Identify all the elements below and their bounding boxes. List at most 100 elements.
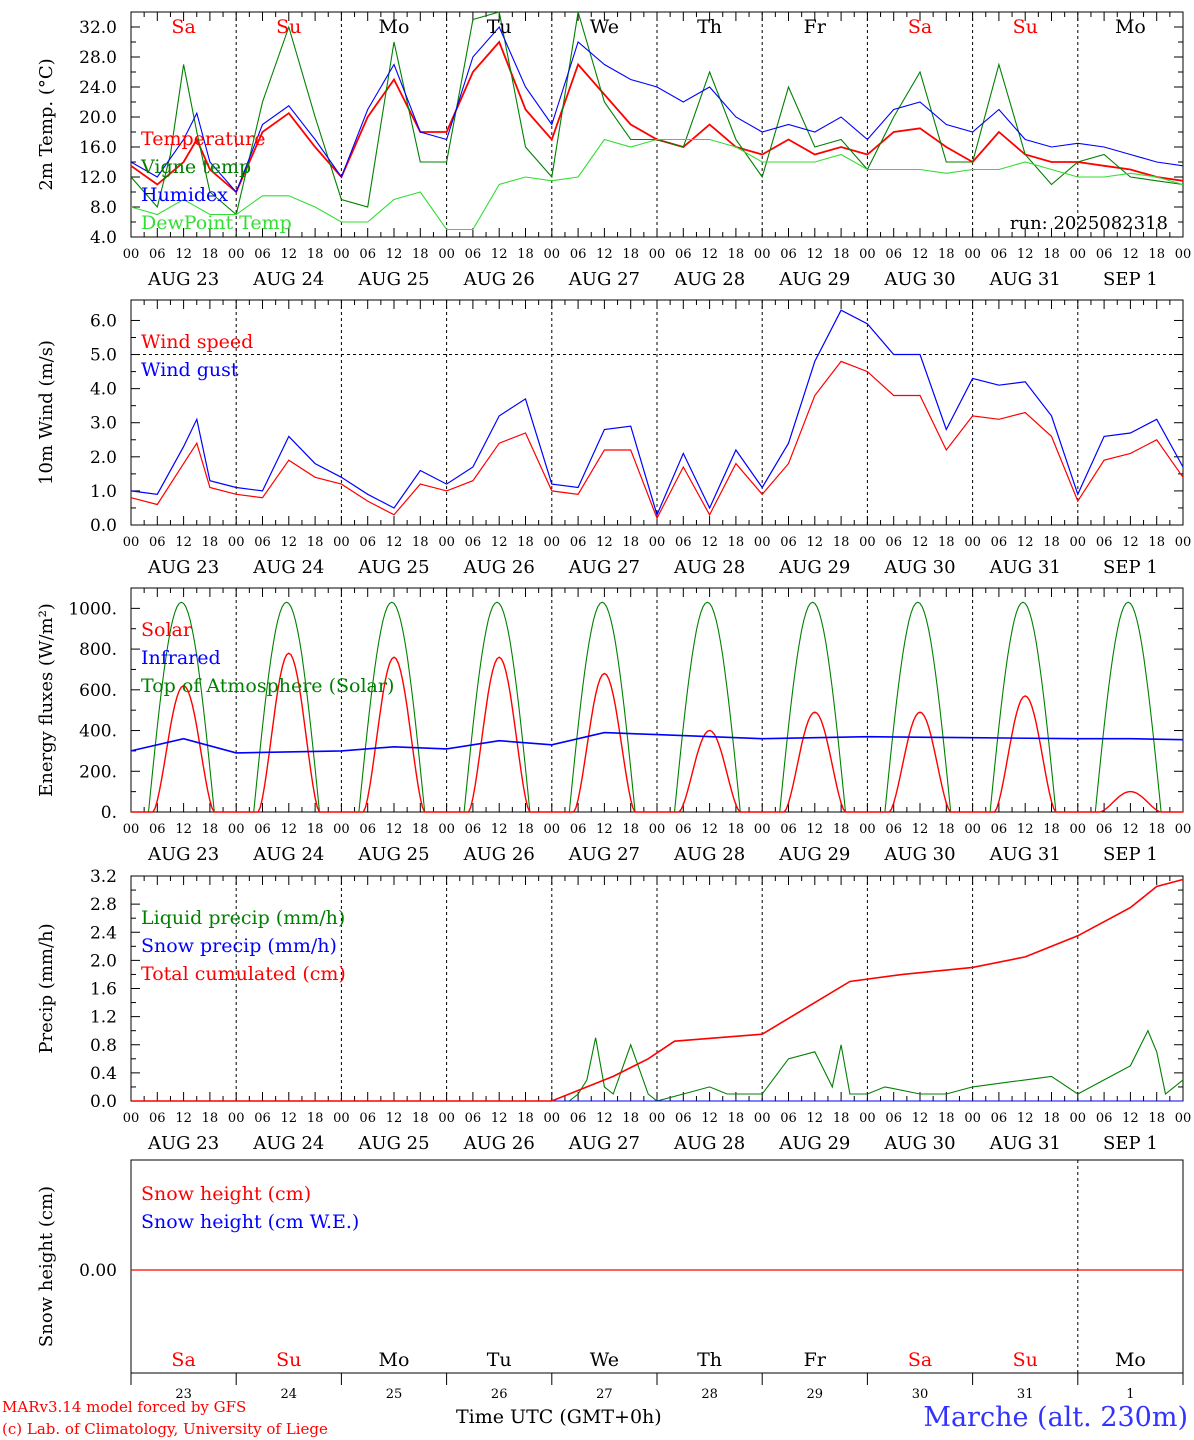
hour-tick-label: 00 <box>1175 247 1192 262</box>
hour-tick-label: 18 <box>1043 535 1060 550</box>
hour-tick-label: 12 <box>386 535 403 550</box>
legend-entry: Total cumulated (cm) <box>141 963 346 985</box>
series-line-liquid-precip <box>131 1029 1184 1102</box>
hour-tick-label: 18 <box>1148 1111 1165 1126</box>
day-abbr-label: Mo <box>379 1349 410 1371</box>
date-label: AUG 27 <box>568 1133 640 1154</box>
hour-tick-label: 18 <box>938 1111 955 1126</box>
hour-tick-label: 12 <box>807 247 824 262</box>
hour-tick-label: 18 <box>728 247 745 262</box>
hour-tick-label: 12 <box>281 247 298 262</box>
hour-tick-label: 00 <box>1070 1111 1087 1126</box>
panel-frame-1 <box>130 11 1184 238</box>
hour-tick-label: 06 <box>675 822 692 837</box>
hour-tick-label: 06 <box>465 247 482 262</box>
hour-tick-label: 06 <box>465 1111 482 1126</box>
date-label: AUG 26 <box>463 269 535 290</box>
day-number-label: 26 <box>491 1387 508 1402</box>
series-line-wind-speed <box>130 360 1184 520</box>
hour-tick-label: 06 <box>570 535 587 550</box>
hour-tick-label: 12 <box>701 822 718 837</box>
day-abbr-label: Tu <box>487 1349 512 1371</box>
y-tick-label: 800. <box>79 640 117 660</box>
hour-tick-label: 00 <box>1070 535 1087 550</box>
hour-tick-label: 06 <box>465 535 482 550</box>
y-tick-label: 4.0 <box>90 380 117 400</box>
hour-tick-label: 12 <box>596 822 613 837</box>
hour-tick-label: 00 <box>649 1111 666 1126</box>
date-label: AUG 24 <box>252 844 324 865</box>
hour-tick-label: 12 <box>386 822 403 837</box>
hour-tick-label: 18 <box>622 1111 639 1126</box>
hour-tick-label: 12 <box>701 247 718 262</box>
hour-tick-label: 06 <box>254 247 271 262</box>
date-label: AUG 29 <box>778 269 850 290</box>
date-label: AUG 27 <box>568 269 640 290</box>
legend-entry: Wind gust <box>141 359 239 381</box>
hour-tick-label: 18 <box>833 535 850 550</box>
date-label: AUG 27 <box>568 844 640 865</box>
hour-tick-label: 06 <box>149 1111 166 1126</box>
hour-tick-label: 18 <box>728 1111 745 1126</box>
hour-tick-label: 12 <box>175 1111 192 1126</box>
hour-tick-label: 06 <box>359 535 376 550</box>
hour-tick-label: 12 <box>807 1111 824 1126</box>
hour-tick-label: 00 <box>438 1111 455 1126</box>
model-credit: MARv3.14 model forced by GFS <box>2 1398 247 1416</box>
date-label: SEP 1 <box>1103 1133 1158 1154</box>
hour-tick-label: 06 <box>675 1111 692 1126</box>
series-line-humidex <box>130 25 1184 194</box>
hour-tick-label: 00 <box>649 535 666 550</box>
hour-tick-label: 00 <box>964 1111 981 1126</box>
hour-tick-label: 18 <box>1148 247 1165 262</box>
day-abbr-label: Fr <box>804 16 827 38</box>
series-line-vigne-temp <box>130 11 1184 216</box>
hour-tick-label: 00 <box>649 822 666 837</box>
date-label: AUG 27 <box>568 557 640 578</box>
date-label: AUG 30 <box>883 844 955 865</box>
day-abbr-label: Th <box>697 16 722 38</box>
hour-tick-label: 00 <box>544 1111 561 1126</box>
hour-tick-label: 18 <box>307 247 324 262</box>
hour-tick-label: 18 <box>412 535 429 550</box>
y-axis-label: Precip (mm/h) <box>36 923 57 1053</box>
legend-entry: Temperature <box>141 128 265 150</box>
hour-tick-label: 18 <box>412 247 429 262</box>
hour-tick-label: 06 <box>570 1111 587 1126</box>
hour-tick-label: 00 <box>544 247 561 262</box>
day-abbr-label: Su <box>1013 1349 1038 1371</box>
date-label: AUG 31 <box>989 557 1061 578</box>
hour-tick-label: 18 <box>307 535 324 550</box>
hour-tick-label: 06 <box>991 1111 1008 1126</box>
day-number-label: 25 <box>386 1387 403 1402</box>
date-label: AUG 24 <box>252 269 324 290</box>
day-number-label: 23 <box>175 1387 192 1402</box>
hour-tick-label: 06 <box>675 535 692 550</box>
legend-entry: Snow height (cm) <box>141 1183 311 1205</box>
day-abbr-label: Mo <box>379 16 410 38</box>
hour-tick-label: 00 <box>228 535 245 550</box>
run-label: run: 2025082318 <box>1010 213 1168 234</box>
hour-tick-label: 18 <box>1148 822 1165 837</box>
day-number-label: 27 <box>596 1387 613 1402</box>
hour-tick-label: 18 <box>938 822 955 837</box>
date-label: AUG 29 <box>778 557 850 578</box>
y-axis-label: 10m Wind (m/s) <box>36 340 57 485</box>
hour-tick-label: 06 <box>465 822 482 837</box>
hour-tick-label: 06 <box>149 247 166 262</box>
legend-entry: Liquid precip (mm/h) <box>141 907 345 929</box>
date-label: AUG 30 <box>883 269 955 290</box>
y-tick-label: 2.0 <box>90 951 117 971</box>
hour-tick-label: 00 <box>649 247 666 262</box>
hour-tick-label: 18 <box>1148 535 1165 550</box>
hour-tick-label: 12 <box>1122 822 1139 837</box>
hour-tick-label: 12 <box>175 535 192 550</box>
hour-tick-label: 00 <box>964 535 981 550</box>
hour-tick-label: 00 <box>1175 535 1192 550</box>
hour-tick-label: 00 <box>859 1111 876 1126</box>
day-abbr-label: Su <box>1013 16 1038 38</box>
hour-tick-label: 06 <box>675 247 692 262</box>
hour-tick-label: 18 <box>517 1111 534 1126</box>
date-label: AUG 26 <box>463 557 535 578</box>
y-tick-label: 5.0 <box>90 346 117 366</box>
